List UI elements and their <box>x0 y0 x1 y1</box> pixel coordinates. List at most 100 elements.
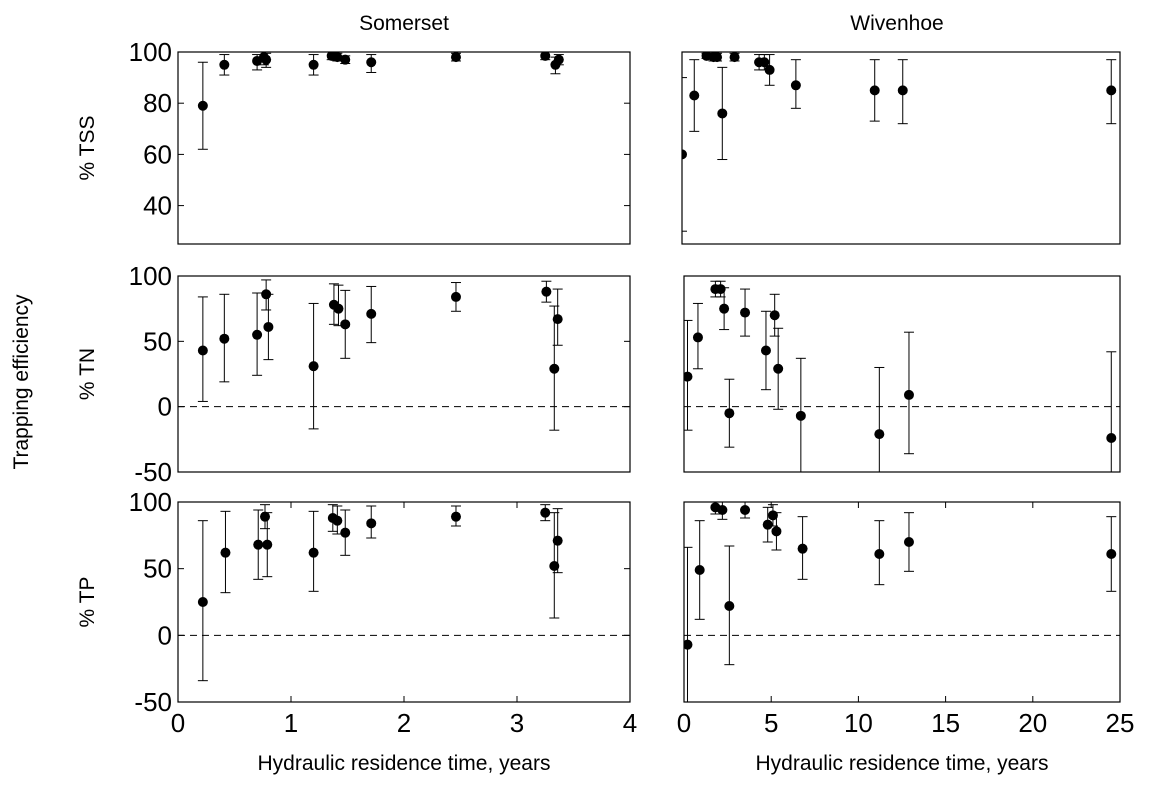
y-tick-label: 100 <box>129 37 172 67</box>
data-point <box>717 108 728 119</box>
data-series <box>197 279 563 431</box>
data-point <box>717 505 728 515</box>
data-point <box>541 286 552 297</box>
x-tick-label: 15 <box>931 708 960 738</box>
data-point <box>366 57 377 68</box>
x-tick-label: 25 <box>1106 708 1135 738</box>
data-point <box>874 549 885 559</box>
data-point <box>724 601 735 611</box>
x-tick-label: 0 <box>171 708 185 738</box>
data-series <box>197 504 563 682</box>
data-point <box>340 54 351 65</box>
y-tick-label: 100 <box>129 487 172 517</box>
data-point <box>740 307 751 318</box>
data-point <box>694 565 705 575</box>
data-point <box>197 597 208 607</box>
y-tick-label: 100 <box>129 261 172 291</box>
data-point <box>715 284 726 295</box>
data-point <box>332 52 343 63</box>
plot-frame <box>683 275 1121 473</box>
data-point <box>724 408 735 419</box>
data-point <box>549 561 560 571</box>
panel-somerset-tss: 40 60 80 100 % TSS <box>76 37 631 245</box>
data-point <box>762 519 773 530</box>
y-tick-label: 40 <box>143 191 172 221</box>
y-tick-label: -50 <box>134 457 172 487</box>
data-point <box>795 410 806 421</box>
data-point <box>797 543 808 554</box>
x-tick-label: 2 <box>397 708 411 738</box>
data-point <box>760 345 771 356</box>
x-tick-label: 5 <box>764 708 778 738</box>
y-axis-label: % TSS <box>76 116 99 181</box>
data-point <box>308 547 319 558</box>
data-point <box>308 59 319 70</box>
data-point <box>764 64 775 75</box>
data-point <box>903 537 914 547</box>
y-tick-label: 0 <box>158 392 172 422</box>
data-point <box>729 52 740 63</box>
data-point <box>197 345 208 356</box>
column-title-somerset: Somerset <box>359 12 449 35</box>
y-tick-label: -50 <box>134 687 172 717</box>
data-point <box>332 515 343 526</box>
data-point <box>874 429 885 440</box>
data-point <box>219 59 230 70</box>
data-point <box>719 303 730 314</box>
data-point <box>552 535 563 546</box>
y-tick-label: 50 <box>143 326 172 356</box>
data-point <box>366 308 377 319</box>
x-tick-label: 3 <box>510 708 524 738</box>
x-tick-label: 4 <box>623 708 637 738</box>
data-point <box>759 57 770 68</box>
panel-somerset-tn: -50 0 50 100 % TN <box>76 261 631 487</box>
y-axis-label: % TN <box>76 348 99 400</box>
data-point <box>197 100 208 111</box>
data-point <box>769 310 780 321</box>
data-point <box>450 291 461 302</box>
data-point <box>897 85 908 96</box>
data-point <box>1106 433 1117 444</box>
data-point <box>790 80 801 91</box>
data-point <box>333 303 344 314</box>
y-tick-label: 50 <box>143 554 172 584</box>
data-series <box>197 52 564 150</box>
data-point <box>773 363 784 374</box>
data-point <box>540 507 551 518</box>
data-point <box>261 54 272 65</box>
data-point <box>1106 549 1117 559</box>
data-point <box>692 332 703 343</box>
data-point <box>253 539 264 550</box>
column-title-wivenhoe: Wivenhoe <box>850 12 943 35</box>
data-point <box>740 505 751 515</box>
x-tick-label: 0 <box>677 708 691 738</box>
x-axis-label: Hydraulic residence time, years <box>756 752 1049 775</box>
y-tick-label: 80 <box>143 88 172 118</box>
panel-wivenhoe-tp: 0 5 10 15 20 25 Hydraulic residence time, year… <box>677 501 1135 775</box>
data-point <box>308 361 319 372</box>
data-point <box>549 363 560 374</box>
plot-frame <box>177 501 631 703</box>
data-series <box>684 280 1117 472</box>
data-point <box>552 314 563 325</box>
x-tick-label: 10 <box>844 708 873 738</box>
x-tick-label: 1 <box>284 708 298 738</box>
data-series <box>684 502 1117 702</box>
data-point <box>684 639 693 650</box>
panel-wivenhoe-tss <box>681 51 1121 245</box>
data-point <box>682 149 687 160</box>
data-point <box>366 518 377 529</box>
plot-frame <box>177 275 631 473</box>
x-axis-label: Hydraulic residence time, years <box>258 752 551 775</box>
x-tick-label: 20 <box>1018 708 1047 738</box>
data-point <box>219 333 230 344</box>
data-point <box>689 90 700 101</box>
data-point <box>869 85 880 96</box>
plot-frame <box>681 51 1121 245</box>
panel-wivenhoe-tn <box>683 275 1121 473</box>
shared-y-axis-label: Trapping efficiency <box>10 294 33 470</box>
data-series <box>682 52 1117 232</box>
data-point <box>450 511 461 522</box>
